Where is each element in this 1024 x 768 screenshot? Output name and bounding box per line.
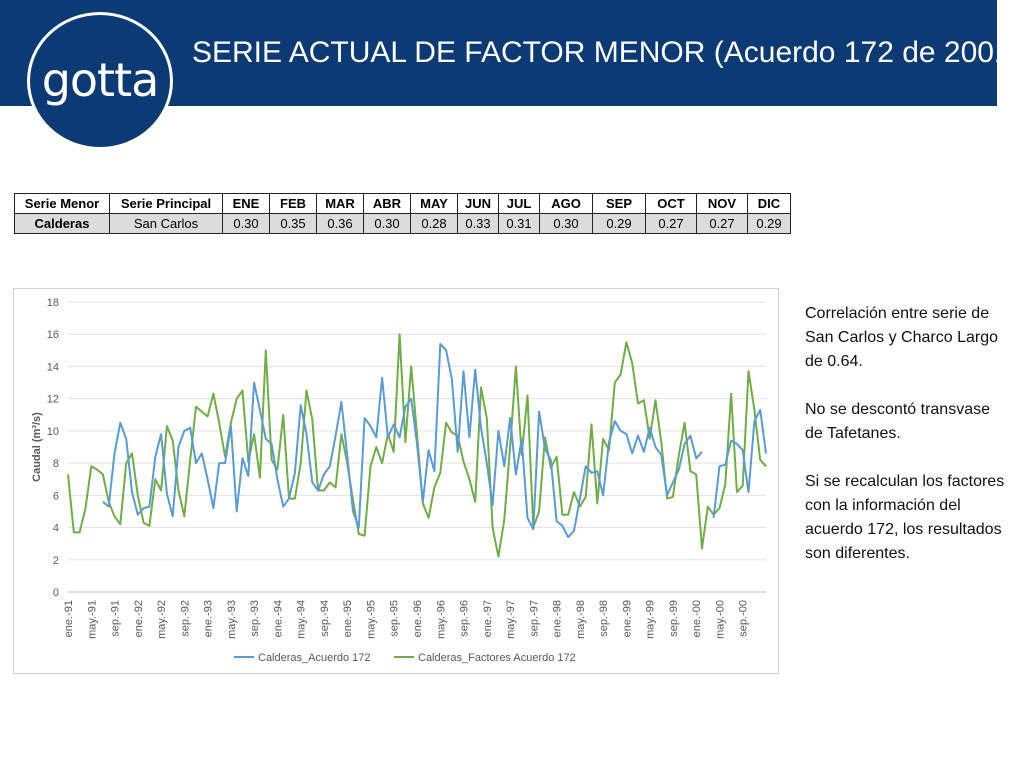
x-tick-label: may.-99 (645, 600, 657, 639)
x-tick-label: may.-00 (714, 600, 726, 639)
series-line (102, 342, 767, 539)
x-tick-label: ene.-96 (412, 600, 424, 637)
y-tick-label: 12 (47, 394, 59, 406)
table-cell: 0.28 (410, 213, 458, 234)
x-tick-label: sep.-99 (668, 600, 680, 637)
x-tick-label: ene.-99 (621, 600, 633, 637)
x-tick-label: sep.-00 (738, 600, 750, 637)
y-tick-label: 8 (53, 458, 59, 470)
header-cell: DIC (747, 193, 791, 214)
flow-line-chart: 0 2 4 6 8 10 12 14 16 18 ene.-91 may.-91 sep.-91 ene.… (31, 297, 767, 664)
x-tick-label: sep.-92 (179, 600, 191, 637)
header-cell: MAY (410, 193, 458, 214)
header-cell: SEP (592, 193, 646, 214)
header-cell: Serie Principal (109, 193, 223, 214)
legend-label: Calderas_Acuerdo 172 (258, 652, 371, 664)
x-tick-label: ene.-92 (133, 600, 145, 637)
table-cell: 0.30 (363, 213, 411, 234)
y-tick-label: 2 (53, 555, 59, 567)
x-tick-label: ene.-94 (272, 600, 284, 637)
table-cell: 0.36 (316, 213, 364, 234)
header-cell: NOV (696, 193, 748, 214)
table-cell: 0.27 (645, 213, 697, 234)
header-cell: OCT (645, 193, 697, 214)
x-tick-label: may.-96 (435, 600, 447, 639)
gotta-logo: gotta (27, 12, 173, 150)
header-cell: ABR (363, 193, 411, 214)
page-title: SERIE ACTUAL DE FACTOR MENOR (Acuerdo 17… (192, 36, 1021, 69)
y-axis-label: Caudal (m³/s) (31, 412, 43, 482)
note-correlation: Correlación entre serie de San Carlos y … (805, 305, 998, 370)
table-cell: 0.29 (592, 213, 646, 234)
y-tick-label: 0 (53, 587, 59, 599)
factor-table: Serie Menor Serie Principal ENE FEB MAR … (14, 193, 791, 234)
y-tick-label: 18 (47, 297, 59, 309)
header-cell: JUL (498, 193, 540, 214)
x-tick-label: sep.-98 (598, 600, 610, 637)
x-tick-label: sep.-94 (319, 600, 331, 637)
header-bar: gotta SERIE ACTUAL DE FACTOR MENOR (Acue… (0, 0, 1021, 150)
x-tick-label: ene.-93 (203, 600, 215, 637)
x-tick-label: may.-94 (296, 600, 308, 639)
header-cell: JUN (457, 193, 499, 214)
header-cell: MAR (316, 193, 364, 214)
factor-table-header-row: Serie Menor Serie Principal ENE FEB MAR … (14, 193, 791, 214)
table-cell: 0.30 (539, 213, 593, 234)
y-tick-label: 16 (47, 329, 59, 341)
table-cell: 0.33 (457, 213, 499, 234)
x-tick-label: may.-92 (156, 600, 168, 639)
header-cell: AGO (539, 193, 593, 214)
x-tick-label: sep.-91 (110, 600, 122, 637)
table-cell: San Carlos (109, 213, 223, 234)
x-tick-label: ene.-98 (552, 600, 564, 637)
side-notes: Correlación entre serie de San Carlos y … (805, 302, 1005, 590)
y-tick-label: 4 (53, 523, 59, 535)
table-cell: 0.31 (498, 213, 540, 234)
chart-container: 0 2 4 6 8 10 12 14 16 18 ene.-91 may.-91 sep.-91 ene.… (13, 288, 779, 674)
x-tick-label: may.-91 (86, 600, 98, 639)
y-tick-label: 14 (47, 361, 59, 373)
logo-text: gotta (41, 53, 160, 107)
table-cell: Calderas (14, 213, 110, 234)
header-cell: FEB (269, 193, 317, 214)
series-line (67, 333, 767, 558)
y-tick-label: 10 (47, 426, 59, 438)
x-tick-label: ene.-00 (691, 600, 703, 637)
x-tick-label: may.-93 (226, 600, 238, 639)
x-tick-label: ene.-97 (482, 600, 494, 637)
factor-table-row: Calderas San Carlos 0.30 0.35 0.36 0.30 … (14, 213, 791, 234)
table-cell: 0.30 (222, 213, 270, 234)
x-tick-label: ene.-91 (63, 600, 75, 637)
note-transvase: No se descontó transvase de Tafetanes. (805, 401, 990, 442)
x-tick-label: sep.-96 (459, 600, 471, 637)
y-tick-label: 6 (53, 490, 59, 502)
x-tick-label: may.-98 (575, 600, 587, 639)
x-tick-label: sep.-97 (528, 600, 540, 637)
table-cell: 0.27 (696, 213, 748, 234)
x-tick-label: may.-95 (365, 600, 377, 639)
header-cell: ENE (222, 193, 270, 214)
header-cell: Serie Menor (14, 193, 110, 214)
legend-label: Calderas_Factores Acuerdo 172 (418, 652, 576, 664)
x-tick-label: ene.-95 (342, 600, 354, 637)
table-cell: 0.29 (747, 213, 791, 234)
x-tick-label: may.-97 (505, 600, 517, 639)
table-cell: 0.35 (269, 213, 317, 234)
x-tick-label: sep.-95 (389, 600, 401, 637)
x-tick-label: sep.-93 (249, 600, 261, 637)
note-recalculation: Si se recalculan los factores con la inf… (805, 473, 1005, 562)
